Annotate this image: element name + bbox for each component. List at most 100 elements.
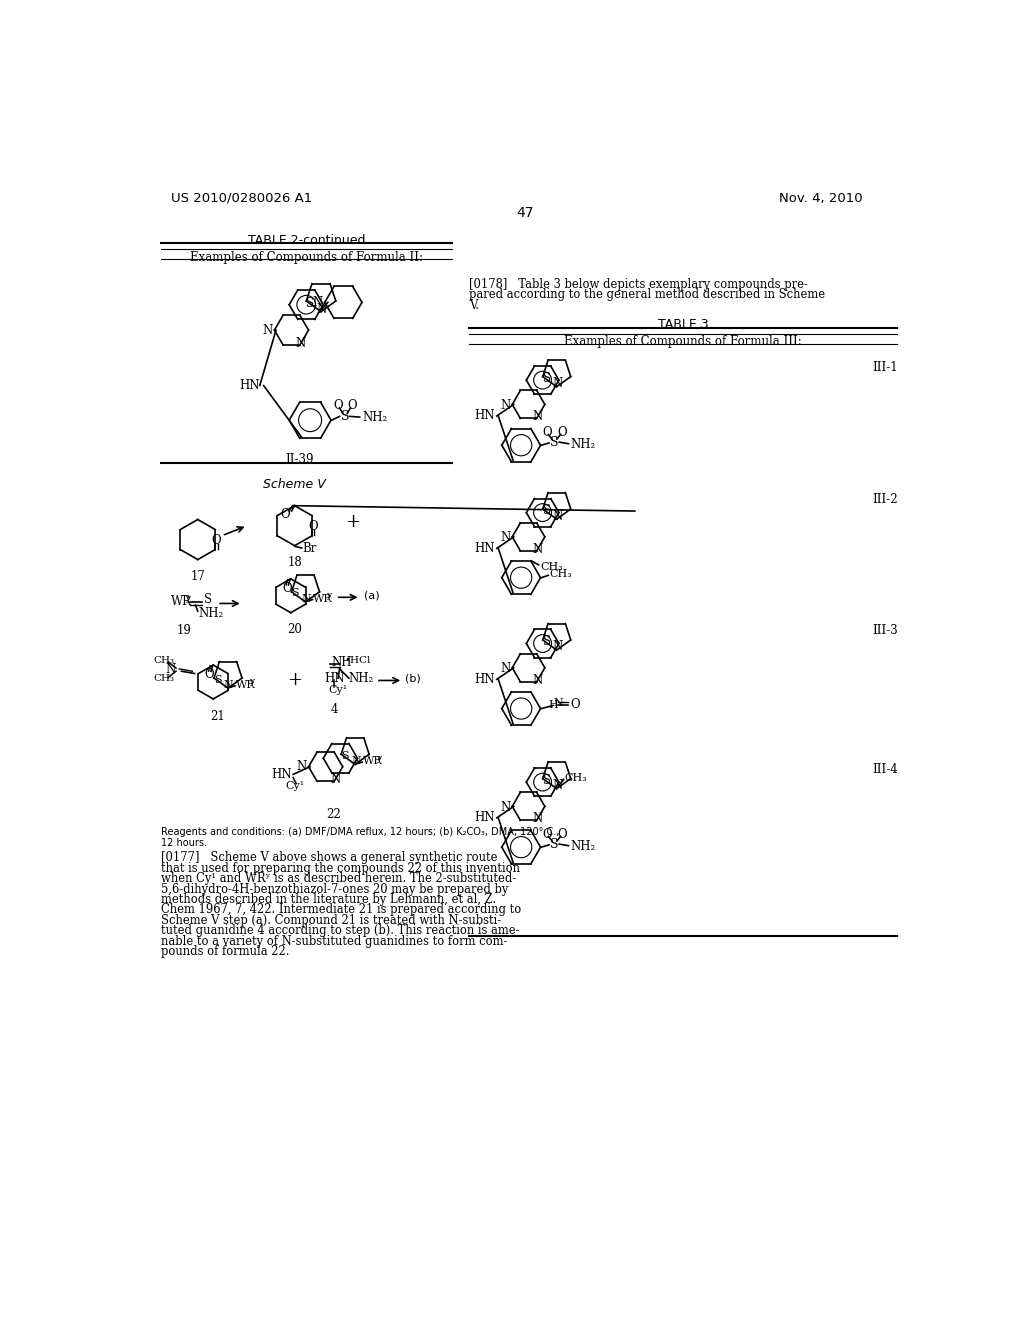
Text: Scheme V: Scheme V [263,478,326,491]
Text: HN: HN [475,673,496,686]
Text: III-1: III-1 [872,360,898,374]
Text: N: N [297,760,307,774]
Text: N: N [224,680,233,690]
Text: 18: 18 [288,557,302,569]
Text: II-39: II-39 [286,453,314,466]
Text: that is used for preparing the compounds 22 of this invention: that is used for preparing the compounds… [161,862,519,875]
Text: S: S [214,675,222,685]
Text: WR: WR [313,594,333,603]
Text: y: y [327,591,332,601]
Text: N: N [501,801,511,813]
Text: O: O [557,828,567,841]
Text: HN: HN [271,768,292,781]
Text: when Cy¹ and WRʸ is as described herein. The 2-substituted-: when Cy¹ and WRʸ is as described herein.… [161,873,516,886]
Text: 22: 22 [326,808,341,821]
Text: Nov. 4, 2010: Nov. 4, 2010 [779,191,862,205]
Text: N: N [552,779,562,792]
Text: S: S [543,774,551,787]
Text: III-2: III-2 [872,494,898,507]
Text: HN: HN [475,812,496,825]
Text: nable to a variety of N-substituted guanidines to form com-: nable to a variety of N-substituted guan… [161,935,507,948]
Text: N: N [501,663,511,675]
Text: N: N [262,323,272,337]
Text: III-3: III-3 [872,624,898,638]
Text: +: + [345,513,360,531]
Text: O: O [333,399,343,412]
Text: N: N [296,337,306,350]
Text: NH₂: NH₂ [362,412,387,425]
Text: [0178]   Table 3 below depicts exemplary compounds pre-: [0178] Table 3 below depicts exemplary c… [469,277,808,290]
Text: O: O [282,582,292,594]
Text: CH₃: CH₃ [540,562,563,572]
Text: HN: HN [475,543,496,554]
Text: 5,6-dihydro-4H-benzothiazol-7-ones 20 may be prepared by: 5,6-dihydro-4H-benzothiazol-7-ones 20 ma… [161,883,508,895]
Text: N: N [552,510,562,523]
Text: N: N [552,640,562,653]
Text: US 2010/0280026 A1: US 2010/0280026 A1 [171,191,312,205]
Text: N: N [532,673,543,686]
Text: WR: WR [171,594,193,607]
Text: S: S [341,751,349,760]
Text: 21: 21 [210,710,224,723]
Text: Br: Br [302,541,316,554]
Text: y: y [376,754,381,763]
Text: N: N [552,378,562,391]
Text: O: O [542,425,552,438]
Text: pared according to the general method described in Scheme: pared according to the general method de… [469,288,825,301]
Text: Examples of Compounds of Formula III:: Examples of Compounds of Formula III: [564,335,802,348]
Text: HN: HN [324,672,344,685]
Text: CH₃: CH₃ [564,774,587,783]
Text: S: S [306,297,314,310]
Text: TABLE 3: TABLE 3 [657,318,709,331]
Text: Reagents and conditions: (a) DMF/DMA reflux, 12 hours; (b) K₂CO₃, DMA, 120° C.,: Reagents and conditions: (a) DMF/DMA ref… [161,826,559,837]
Text: Cy¹: Cy¹ [328,685,347,694]
Text: NH₂: NH₂ [199,607,224,620]
Text: S: S [550,436,559,449]
Text: Cy¹: Cy¹ [285,781,304,791]
Text: CH₃: CH₃ [154,656,174,665]
Text: S: S [550,838,559,850]
Text: 20: 20 [287,623,302,636]
Text: O: O [281,508,290,521]
Text: N: N [554,698,563,708]
Text: O: O [347,399,356,412]
Text: WR: WR [236,680,255,690]
Text: O: O [542,828,552,841]
Text: TABLE 2-continued: TABLE 2-continued [248,234,365,247]
Text: S: S [204,593,212,606]
Text: O: O [557,425,567,438]
Text: V.: V. [469,298,479,312]
Text: Scheme V step (a). Compound 21 is treated with N-substi-: Scheme V step (a). Compound 21 is treate… [161,913,501,927]
Text: S: S [543,504,551,517]
Text: •HCl: •HCl [345,656,372,665]
Text: S: S [543,635,551,648]
Text: y: y [185,594,190,603]
Text: NH₂: NH₂ [349,672,374,685]
Text: N: N [166,663,176,676]
Text: methods described in the literature by Lehmann, et al, Z.: methods described in the literature by L… [161,892,496,906]
Text: (a): (a) [364,591,379,601]
Text: Examples of Compounds of Formula II:: Examples of Compounds of Formula II: [189,251,423,264]
Text: N: N [312,296,323,309]
Text: N: N [316,302,327,315]
Text: +: + [287,672,302,689]
Text: y: y [249,677,254,686]
Text: NH₂: NH₂ [570,438,595,451]
Text: N: N [501,399,511,412]
Text: N: N [532,543,543,556]
Text: Chem 1967, 7, 422. Intermediate 21 is prepared according to: Chem 1967, 7, 422. Intermediate 21 is pr… [161,903,521,916]
Text: N: N [331,774,341,787]
Text: NH: NH [332,656,352,669]
Text: NH₂: NH₂ [570,840,595,853]
Text: 19: 19 [176,624,191,638]
Text: N: N [351,756,360,767]
Text: [0177]   Scheme V above shows a general synthetic route: [0177] Scheme V above shows a general sy… [161,851,497,865]
Text: N: N [532,411,543,424]
Text: O: O [205,668,214,681]
Text: 47: 47 [516,206,534,220]
Text: (b): (b) [406,675,421,684]
Text: 17: 17 [190,570,205,583]
Text: HN: HN [240,379,260,392]
Text: CH₃: CH₃ [154,675,174,684]
Text: WR: WR [362,756,383,767]
